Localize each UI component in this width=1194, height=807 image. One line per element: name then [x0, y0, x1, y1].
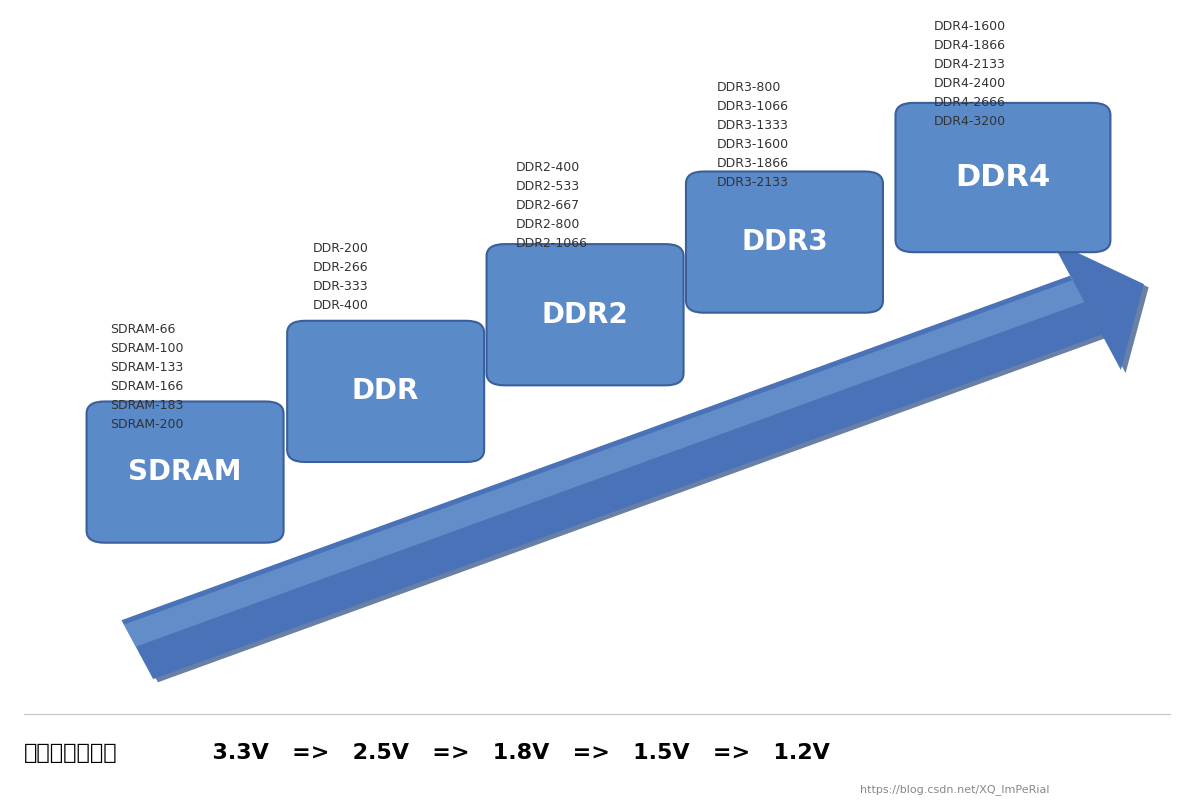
FancyBboxPatch shape — [86, 402, 284, 543]
Polygon shape — [122, 276, 1102, 679]
Text: DDR: DDR — [352, 378, 419, 405]
Text: DDR-200
DDR-266
DDR-333
DDR-400: DDR-200 DDR-266 DDR-333 DDR-400 — [313, 242, 369, 312]
Polygon shape — [127, 279, 1107, 682]
Text: 输入输出电压：: 输入输出电压： — [24, 742, 117, 763]
FancyBboxPatch shape — [685, 172, 884, 313]
Text: DDR4-1600
DDR4-1866
DDR4-2133
DDR4-2400
DDR4-2666
DDR4-3200: DDR4-1600 DDR4-1866 DDR4-2133 DDR4-2400 … — [934, 20, 1005, 128]
FancyBboxPatch shape — [287, 320, 485, 462]
FancyBboxPatch shape — [896, 102, 1110, 252]
Polygon shape — [1055, 244, 1149, 373]
Text: DDR2-400
DDR2-533
DDR2-667
DDR2-800
DDR2-1066: DDR2-400 DDR2-533 DDR2-667 DDR2-800 DDR2… — [516, 161, 587, 250]
Text: DDR4: DDR4 — [955, 163, 1051, 192]
Text: DDR3: DDR3 — [741, 228, 827, 256]
Text: SDRAM-66
SDRAM-100
SDRAM-133
SDRAM-166
SDRAM-183
SDRAM-200: SDRAM-66 SDRAM-100 SDRAM-133 SDRAM-166 S… — [110, 323, 184, 431]
Polygon shape — [1051, 240, 1144, 370]
Polygon shape — [124, 280, 1084, 646]
Text: DDR2: DDR2 — [542, 301, 628, 328]
Text: https://blog.csdn.net/XQ_ImPeRial: https://blog.csdn.net/XQ_ImPeRial — [860, 784, 1050, 795]
Text: 3.3V   =>   2.5V   =>   1.8V   =>   1.5V   =>   1.2V: 3.3V => 2.5V => 1.8V => 1.5V => 1.2V — [197, 742, 830, 763]
Text: SDRAM: SDRAM — [128, 458, 242, 486]
Text: DDR3-800
DDR3-1066
DDR3-1333
DDR3-1600
DDR3-1866
DDR3-2133: DDR3-800 DDR3-1066 DDR3-1333 DDR3-1600 D… — [716, 81, 788, 189]
FancyBboxPatch shape — [487, 244, 683, 386]
